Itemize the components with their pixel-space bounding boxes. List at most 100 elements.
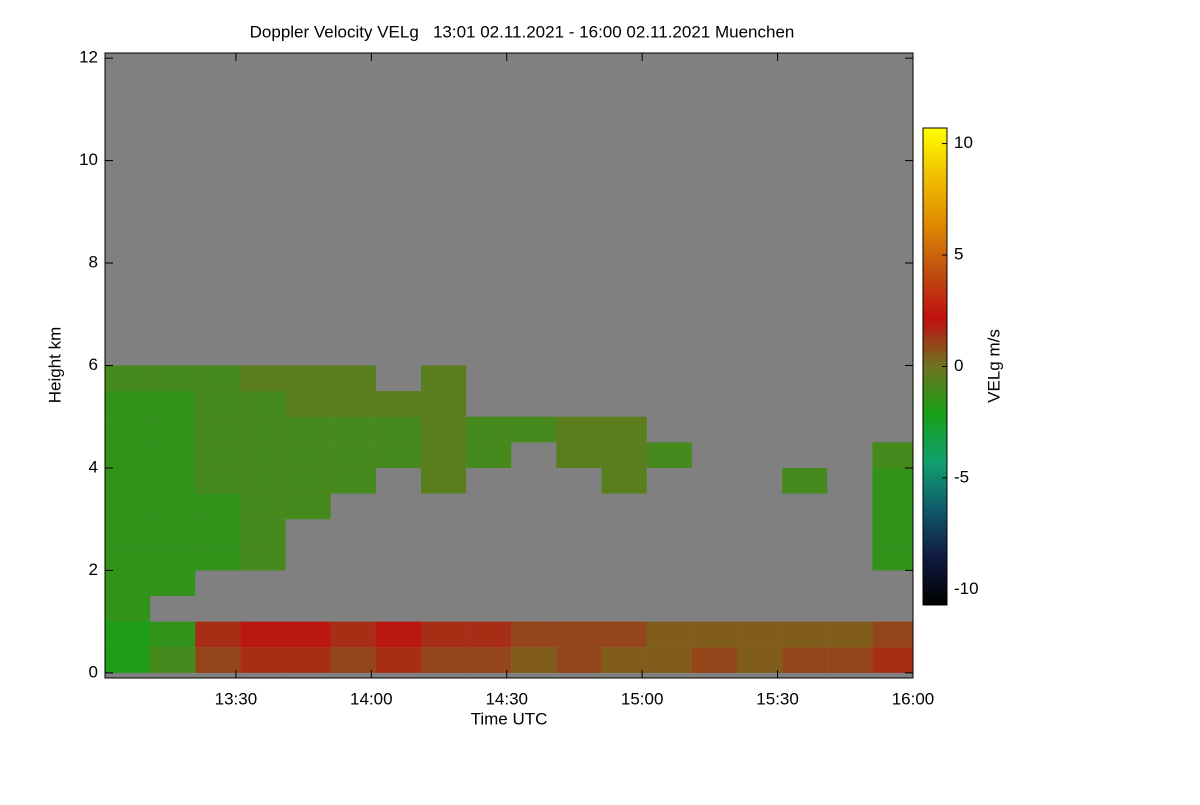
y-tick-label: 0: [89, 662, 98, 681]
x-tick-label: 14:30: [485, 689, 528, 708]
heatmap-cell: [782, 647, 828, 673]
heatmap-cell: [827, 647, 873, 673]
heatmap-cell: [511, 621, 557, 648]
heatmap-cell: [420, 365, 467, 392]
x-axis-label: Time UTC: [471, 709, 548, 728]
colorbar-tick-label: 5: [954, 245, 963, 264]
heatmap-cell: [646, 621, 692, 648]
y-tick-label: 10: [79, 150, 98, 169]
heatmap-cell: [195, 442, 241, 468]
heatmap-cell: [827, 621, 873, 648]
heatmap-cell: [285, 493, 331, 520]
heatmap-cell: [420, 416, 467, 443]
heatmap-cell: [150, 391, 196, 417]
heatmap-cell: [420, 442, 467, 468]
heatmap-cell: [736, 621, 783, 648]
heatmap-cell: [195, 544, 241, 571]
heatmap-cell: [872, 519, 913, 545]
heatmap-cell: [105, 467, 151, 494]
heatmap-cell: [330, 416, 376, 443]
heatmap-cell: [150, 416, 196, 443]
heatmap-cell: [150, 519, 196, 545]
heatmap-cell: [646, 647, 692, 673]
heatmap-cell: [375, 647, 421, 673]
heatmap-cell: [556, 416, 602, 443]
heatmap-cell: [466, 647, 512, 673]
heatmap-cell: [285, 391, 331, 417]
heatmap-cell: [240, 621, 286, 648]
heatmap-cell: [601, 416, 647, 443]
heatmap-cell: [330, 391, 376, 417]
colorbar-label: VELg m/s: [984, 329, 1003, 403]
y-tick-label: 4: [89, 457, 98, 476]
heatmap-cell: [691, 647, 737, 673]
heatmap-cell: [466, 416, 512, 443]
heatmap-cell: [105, 365, 151, 392]
heatmap-cell: [150, 493, 196, 520]
colorbar-tick-label: 10: [954, 133, 973, 152]
heatmap-cell: [601, 647, 647, 673]
heatmap-cell: [420, 467, 467, 494]
heatmap-cell: [150, 570, 196, 597]
heatmap-cell: [105, 621, 151, 648]
heatmap-cell: [556, 442, 602, 468]
heatmap-cell: [195, 621, 241, 648]
heatmap-cell: [556, 647, 602, 673]
heatmap-cell: [105, 519, 151, 545]
heatmap-cell: [105, 391, 151, 417]
heatmap-cell: [150, 544, 196, 571]
colorbar-tick-label: 0: [954, 356, 963, 375]
heatmap-cell: [872, 544, 913, 571]
heatmap-cell: [240, 544, 286, 571]
heatmap-cell: [646, 442, 692, 468]
heatmap-cell: [105, 570, 151, 597]
heatmap-cell: [195, 365, 241, 392]
y-tick-label: 12: [79, 48, 98, 67]
x-tick-label: 16:00: [892, 689, 935, 708]
heatmap-cell: [782, 621, 828, 648]
heatmap-cell: [375, 621, 421, 648]
heatmap-cell: [285, 467, 331, 494]
heatmap-cell: [105, 442, 151, 468]
heatmap-cell: [195, 519, 241, 545]
heatmap-cell: [240, 493, 286, 520]
y-tick-label: 8: [89, 253, 98, 272]
y-axis-label: Height km: [45, 327, 64, 404]
heatmap-cell: [105, 493, 151, 520]
heatmap-cell: [420, 621, 467, 648]
colorbar-tick-label: -5: [954, 467, 969, 486]
heatmap-cell: [872, 647, 913, 673]
heatmap-cell: [105, 416, 151, 443]
heatmap-cell: [330, 647, 376, 673]
heatmap-cell: [285, 442, 331, 468]
heatmap-cell: [240, 467, 286, 494]
heatmap-cell: [240, 416, 286, 443]
heatmap-cell: [240, 391, 286, 417]
heatmap-cell: [240, 647, 286, 673]
heatmap-cell: [330, 442, 376, 468]
heatmap-cell: [285, 365, 331, 392]
x-tick-label: 15:00: [621, 689, 664, 708]
heatmap-cell: [375, 442, 421, 468]
x-tick-label: 15:30: [756, 689, 799, 708]
heatmap-cell: [420, 647, 467, 673]
x-tick-label: 13:30: [215, 689, 258, 708]
heatmap-cell: [285, 621, 331, 648]
heatmap-cell: [736, 647, 783, 673]
heatmap-cell: [556, 621, 602, 648]
heatmap-cell: [511, 416, 557, 443]
heatmap-cell: [240, 442, 286, 468]
heatmap-cell: [872, 467, 913, 494]
heatmap-cell: [240, 519, 286, 545]
heatmap-cell: [195, 493, 241, 520]
heatmap-cell: [330, 621, 376, 648]
heatmap-cell: [466, 442, 512, 468]
heatmap-cell: [330, 467, 376, 494]
x-tick-label: 14:00: [350, 689, 393, 708]
heatmap-cell: [691, 621, 737, 648]
heatmap-cell: [466, 621, 512, 648]
heatmap-cell: [872, 493, 913, 520]
heatmap-cell: [420, 391, 467, 417]
y-tick-label: 6: [89, 355, 98, 374]
